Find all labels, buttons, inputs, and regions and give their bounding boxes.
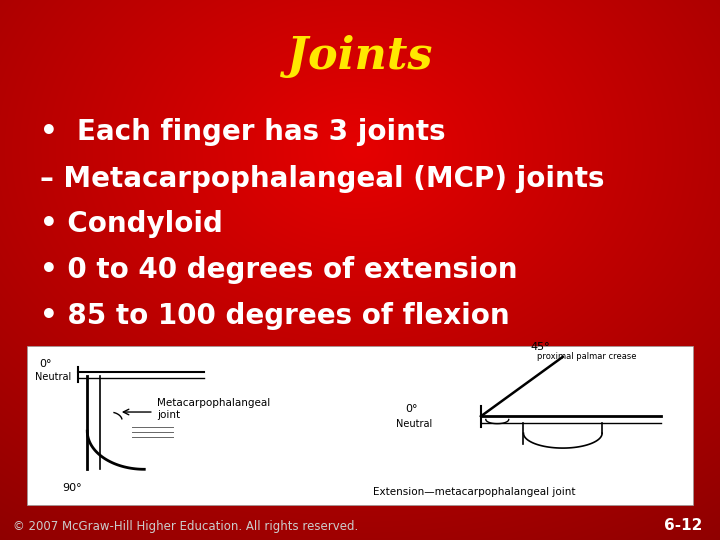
Text: • Condyloid: • Condyloid: [40, 210, 222, 238]
Text: Neutral: Neutral: [35, 372, 71, 382]
Text: Neutral: Neutral: [396, 419, 432, 429]
Text: proximal palmar crease: proximal palmar crease: [536, 352, 636, 361]
Text: • 85 to 100 degrees of flexion: • 85 to 100 degrees of flexion: [40, 302, 509, 330]
Text: 45°: 45°: [530, 342, 549, 353]
Text: •  Each finger has 3 joints: • Each finger has 3 joints: [40, 118, 445, 146]
Text: – Metacarpophalangeal (MCP) joints: – Metacarpophalangeal (MCP) joints: [40, 165, 604, 193]
Text: 6-12: 6-12: [664, 518, 702, 533]
Text: 90°: 90°: [62, 483, 81, 492]
Text: Extension—metacarpophalangeal joint: Extension—metacarpophalangeal joint: [373, 487, 575, 497]
Text: • 0 to 40 degrees of extension: • 0 to 40 degrees of extension: [40, 256, 517, 284]
Text: Metacarpophalangeal: Metacarpophalangeal: [157, 397, 270, 408]
Text: 0°: 0°: [40, 360, 53, 369]
Text: © 2007 McGraw-Hill Higher Education. All rights reserved.: © 2007 McGraw-Hill Higher Education. All…: [13, 520, 359, 533]
Text: Joints: Joints: [287, 35, 433, 78]
Bar: [27, 346, 693, 505]
Text: 0°: 0°: [405, 404, 418, 414]
Text: joint: joint: [157, 410, 180, 420]
